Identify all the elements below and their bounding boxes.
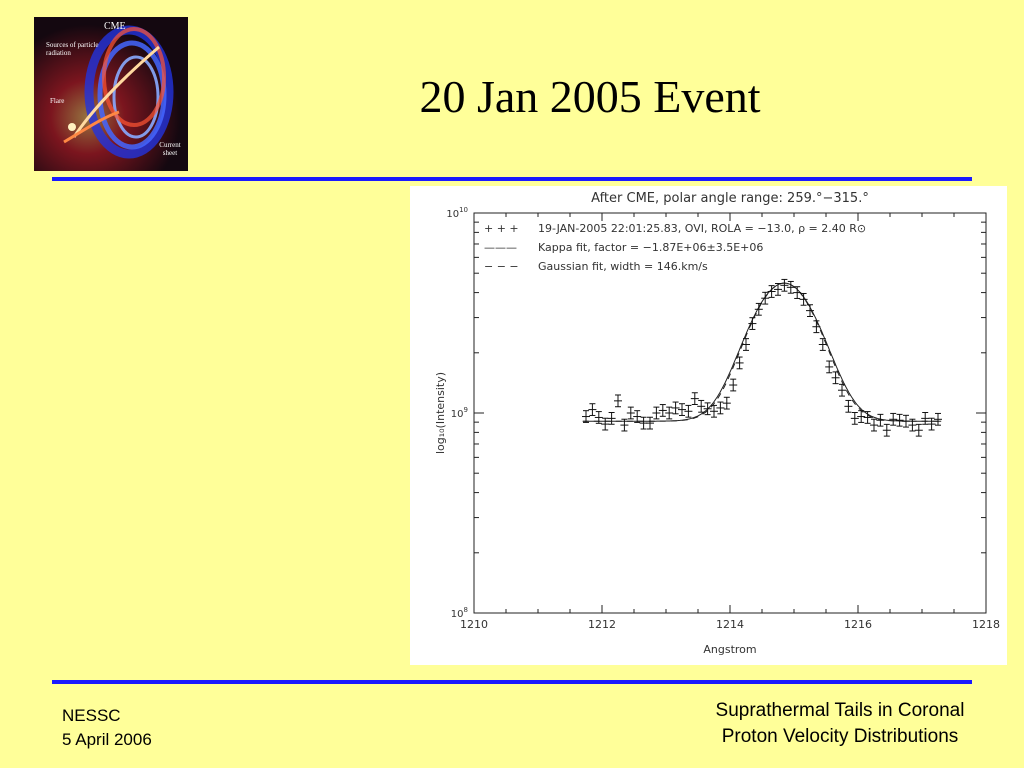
logo-label-sources: Sources of particle radiation [46,41,99,58]
data-point [902,414,910,428]
data-point [710,404,718,418]
x-axis-label: Angstrom [703,643,756,656]
data-point [697,399,706,413]
data-point [921,411,930,425]
data-point [927,417,936,431]
data-point [754,302,763,316]
data-point [838,383,846,397]
data-point [729,378,738,392]
data-point [799,292,808,306]
data-point [658,404,667,417]
data-point [652,406,661,420]
data-point [882,423,891,437]
legend-symbol: + + + [484,222,519,235]
top-divider [52,177,972,181]
footer-subtitle-line1: Suprathermal Tails in Coronal [715,700,965,721]
logo-label-cme: CME [104,21,126,32]
data-point [620,418,629,432]
data-point [908,418,917,432]
data-point [850,411,859,425]
data-point [870,418,878,432]
footer-org: NESSC [62,706,121,725]
x-tick-label: 1218 [972,618,1000,631]
data-point [857,410,866,423]
cme-illustration: CME Sources of particle radiation Flare … [34,17,188,171]
bottom-divider [52,680,972,684]
kappa-fit-line [582,282,942,422]
data-point [786,280,795,294]
x-tick-label: 1214 [716,618,744,631]
data-point [607,411,616,425]
y-axis-label: log₁₀(Intensity) [434,372,447,454]
data-point [716,401,725,415]
legend-entry: Gaussian fit, width = 146.km/s [538,260,708,273]
x-tick-label: 1210 [460,618,488,631]
data-point [825,360,834,374]
cme-illustration-graphic [34,17,188,171]
gaussian-fit-line [582,282,942,422]
footer-date: 5 April 2006 [62,730,152,749]
data-point [831,371,840,385]
logo-label-flare: Flare [50,97,65,105]
data-point [665,406,674,420]
legend-symbol: ——— [484,241,517,254]
data-point [633,410,642,423]
data-point [761,291,770,305]
data-point [588,403,597,416]
y-tick-label: 1010 [446,206,468,220]
data-point [626,406,635,420]
x-tick-label: 1212 [588,618,616,631]
y-tick-label: 108 [451,606,468,620]
data-point [735,356,744,370]
data-point [742,338,750,351]
data-point [844,399,853,413]
data-point [646,416,654,430]
legend-entry: 19-JAN-2005 22:01:25.83, OVI, ROLA = −13… [538,222,866,235]
data-point [876,413,885,427]
data-point [934,412,942,426]
data-point [895,413,904,427]
legend-entry: Kappa fit, factor = −1.87E+06±3.5E+06 [538,241,763,254]
data-point [793,286,802,299]
data-point [582,410,590,423]
plot-frame [473,212,987,614]
data-point [594,411,603,424]
data-point [818,338,827,351]
data-point [780,278,789,292]
data-point [806,304,814,318]
data-point [684,404,693,418]
data-point [678,403,686,416]
data-point [812,320,821,334]
chart-panel: After CME, polar angle range: 259.°−315.… [410,186,1007,665]
chart-title: After CME, polar angle range: 259.°−315.… [591,191,869,206]
data-point [889,412,898,426]
data-point [671,401,680,415]
y-tick-label: 109 [451,406,468,420]
data-point [614,394,622,408]
x-tick-label: 1216 [844,618,872,631]
data-point [690,392,699,406]
logo-label-current-sheet: Current sheet [159,141,181,158]
data-point [722,396,731,410]
data-point [601,417,610,431]
data-point [767,285,776,298]
slide-title: 20 Jan 2005 Event [419,71,761,122]
spectrum-chart: After CME, polar angle range: 259.°−315.… [434,191,1000,656]
data-point [863,411,872,424]
data-point [748,317,757,330]
data-point [914,423,923,437]
legend-symbol: − − − [484,260,519,273]
data-point [703,402,712,416]
footer-subtitle-line2: Proton Velocity Distributions [721,726,959,747]
data-point [774,283,782,296]
